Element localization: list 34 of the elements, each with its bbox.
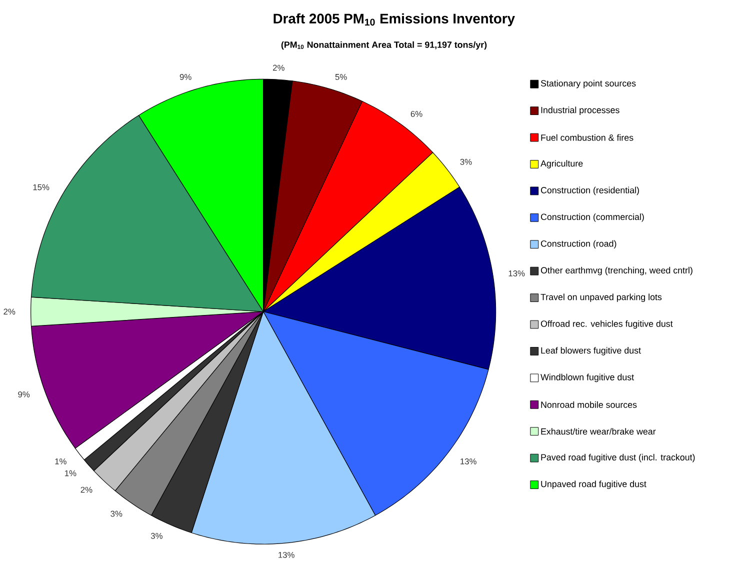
legend-label: Construction (commercial)	[540, 213, 644, 222]
data-label: 9%	[180, 74, 192, 80]
legend-label: Agriculture	[540, 160, 583, 168]
data-label: 1%	[65, 470, 76, 476]
legend-label: Offroad rec. vehicles fugitive dust	[540, 320, 673, 329]
data-label: 9%	[18, 391, 30, 398]
data-label: 3%	[110, 510, 122, 517]
legend-label: Unpaved road fugitive dust	[541, 480, 646, 489]
legend-label: Exhaust/tire wear/brake wear	[541, 428, 656, 435]
chart-title: Draft 2005 PM$_{10}$ Emissions Inventory	[274, 13, 515, 26]
legend-label: Fuel combustion & fires	[541, 134, 634, 141]
legend-label: Leaf blowers fugitive dust	[541, 346, 641, 356]
chart-subtitle: (PM$_{10}$ Nonattainment Area Total = 91,197 tons/yr)	[281, 41, 487, 50]
legend-label: Stationary point sources	[540, 80, 636, 88]
data-label: 1%	[55, 458, 66, 464]
data-label: 3%	[460, 158, 472, 165]
data-label: 6%	[410, 110, 422, 117]
legend-label: Windblown fugitive dust	[540, 374, 634, 382]
legend-label: Industrial processes	[541, 106, 620, 115]
data-label: 2%	[4, 308, 16, 314]
data-label: 13%	[460, 458, 476, 464]
data-label: 15%	[33, 184, 50, 190]
data-label: 13%	[508, 270, 525, 276]
data-label: 3%	[150, 532, 162, 539]
legend-label: Construction (residential)	[540, 186, 639, 195]
data-label: 2%	[272, 64, 284, 71]
legend-label: Nonroad mobile sources	[541, 401, 637, 408]
legend-label: Other earthmvg (trenching, weed cntrl)	[540, 266, 692, 276]
data-label: 5%	[335, 74, 347, 80]
legend-label: Paved road fugitive dust (incl. trackout)	[541, 454, 695, 462]
data-label: 13%	[278, 552, 294, 558]
legend-label: Travel on unpaved parking lots	[540, 294, 662, 302]
legend-label: Construction (road)	[540, 240, 616, 248]
data-label: 2%	[80, 486, 92, 493]
